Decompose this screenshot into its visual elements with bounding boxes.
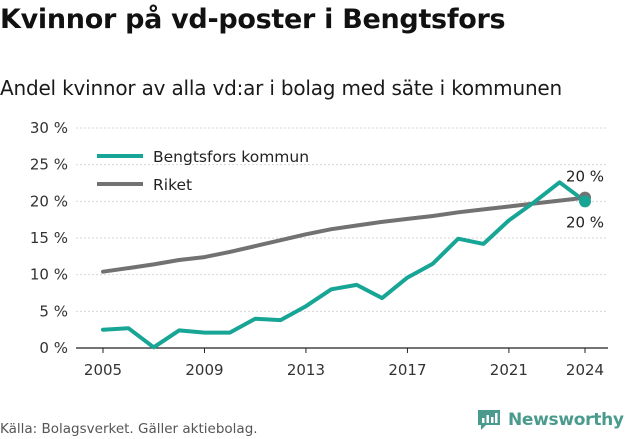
x-tick-label: 2005 [84,361,122,379]
brand-logo: Newsworthy [476,408,624,432]
x-tick-label: 2009 [185,361,223,379]
x-tick-label: 2013 [287,361,325,379]
source-note: Källa: Bolagsverket. Gäller aktiebolag. [0,421,258,437]
newsworthy-logo-icon [478,410,500,430]
y-tick-label: 10 % [30,266,68,284]
series-line-riket [101,195,587,274]
x-tick-label: 2017 [388,361,426,379]
x-tick-label: 2021 [490,361,528,379]
y-tick-label: 0 % [39,339,68,357]
end-label-riket: 20 % [566,168,604,186]
brand-name: Newsworthy [508,410,624,430]
series-line-bengtsfors [101,180,587,350]
x-tick-label: 2024 [566,361,604,379]
end-label-bengtsfors: 20 % [566,213,604,231]
chart-subtitle: Andel kvinnor av alla vd:ar i bolag med … [0,76,562,100]
y-tick-label: 5 % [39,302,68,320]
chart-title: Kvinnor på vd-poster i Bengtsfors [0,4,506,35]
y-tick-label: 20 % [30,192,68,210]
y-tick-label: 30 % [30,119,68,137]
y-tick-label: 25 % [30,156,68,174]
y-tick-label: 15 % [30,229,68,247]
legend-label-riket: Riket [153,176,192,194]
series-endpoint-bengtsfors [579,195,591,208]
legend-label-bengtsfors: Bengtsfors kommun [153,148,309,166]
